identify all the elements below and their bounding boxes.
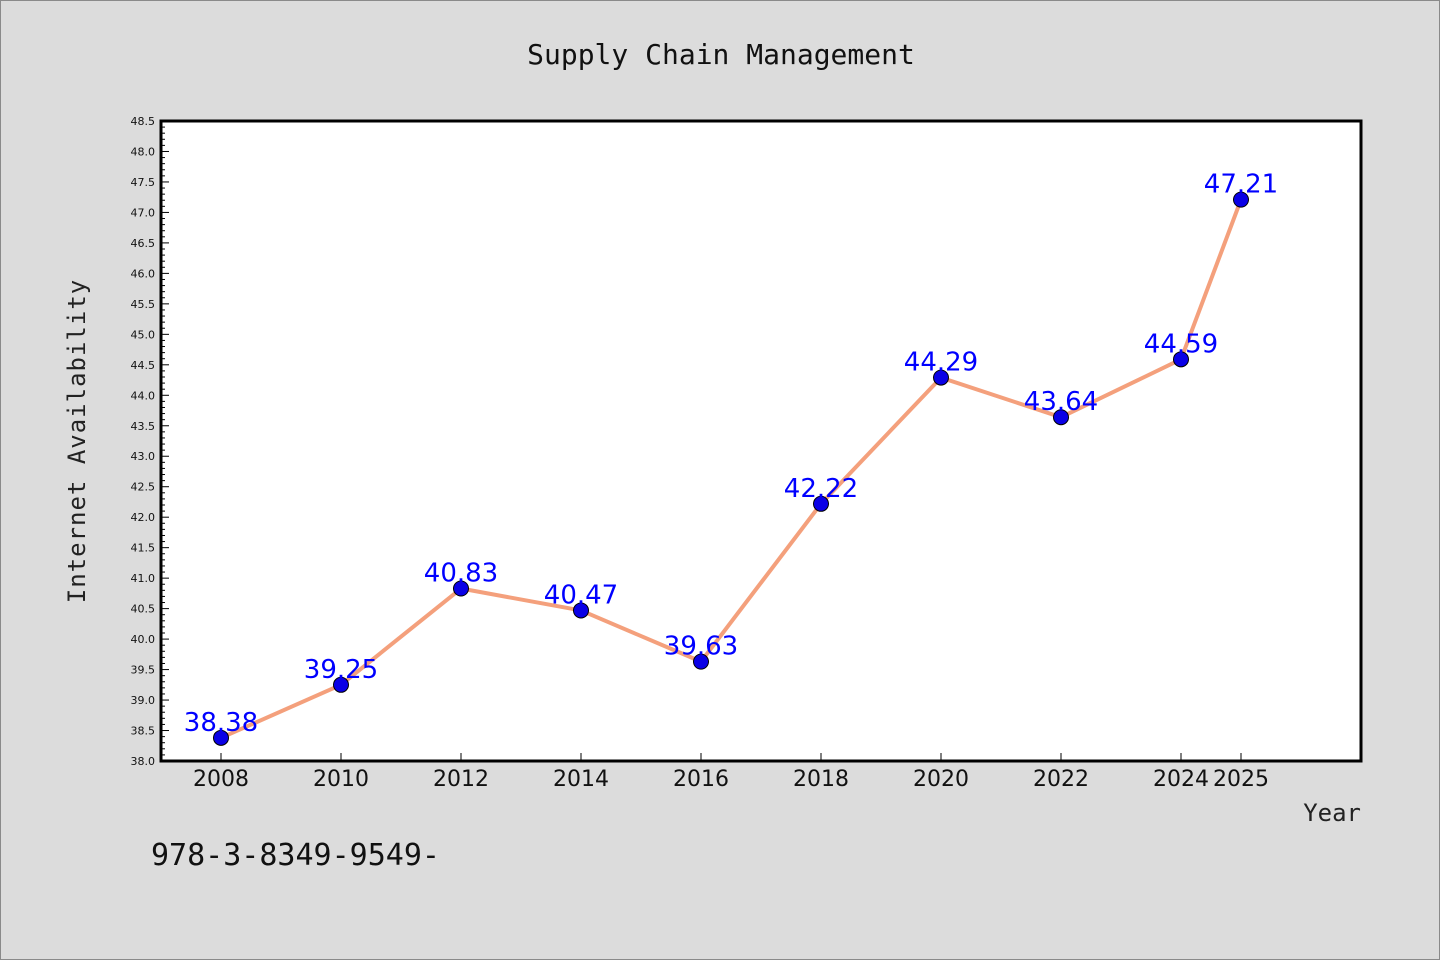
y-tick-label: 39.5 <box>131 664 156 677</box>
data-label: 42.22 <box>784 474 858 504</box>
plot-area <box>159 119 1363 763</box>
data-label: 44.29 <box>904 348 978 378</box>
x-tick-label: 2010 <box>313 767 369 792</box>
data-label: 38.38 <box>184 708 258 738</box>
y-tick-label: 43.5 <box>131 420 156 433</box>
x-tick-label: 2025 <box>1213 767 1269 792</box>
y-axis-ticks: 38.0 38.5 39.0 39.5 40.0 40.5 41.0 41.5 42.0 42.5… <box>131 115 169 768</box>
data-point-marker <box>933 369 949 386</box>
data-point-marker <box>453 580 469 597</box>
x-axis-ticks: 2008 2010 2012 2014 2016 2018 2020 2022 2024 2025 <box>193 753 1269 792</box>
data-point-marker <box>1173 351 1189 368</box>
y-tick-label: 48.0 <box>131 145 156 158</box>
y-tick-label: 38.0 <box>131 755 156 768</box>
y-tick-label: 42.0 <box>131 511 156 524</box>
x-tick-label: 2014 <box>553 767 609 792</box>
data-label: 47.21 <box>1204 170 1278 200</box>
y-tick-label: 41.5 <box>131 542 156 555</box>
y-tick-label: 46.5 <box>131 237 156 250</box>
y-tick-label: 38.5 <box>131 725 156 738</box>
series-line <box>219 197 1243 740</box>
data-label: 44.59 <box>1144 329 1218 359</box>
y-tick-label: 44.0 <box>131 389 156 402</box>
data-label: 43.64 <box>1024 387 1098 417</box>
x-tick-label: 2020 <box>913 767 969 792</box>
data-label-layer: 38.38 39.25 40.83 40.47 39.63 42.22 44.29 43.64… <box>184 170 1278 738</box>
chart-title: Supply Chain Management <box>527 38 915 71</box>
data-label: 39.63 <box>664 632 738 662</box>
data-label: 39.25 <box>304 655 378 685</box>
y-tick-label: 39.0 <box>131 694 156 707</box>
x-axis-label: Year <box>1303 799 1361 827</box>
data-label: 40.83 <box>424 559 498 589</box>
data-label: 40.47 <box>544 580 618 610</box>
data-point-marker <box>1053 409 1069 426</box>
y-tick-label: 40.5 <box>131 603 156 616</box>
data-point-marker <box>573 602 589 619</box>
data-point-marker <box>213 729 229 746</box>
y-tick-label: 45.5 <box>131 298 156 311</box>
y-tick-label: 44.5 <box>131 359 156 372</box>
x-tick-label: 2024 <box>1153 767 1209 792</box>
x-tick-label: 2016 <box>673 767 729 792</box>
y-tick-label: 40.0 <box>131 633 156 646</box>
x-tick-label: 2008 <box>193 767 249 792</box>
y-tick-label: 42.5 <box>131 481 156 494</box>
data-point-marker <box>333 676 349 693</box>
y-tick-label: 47.5 <box>131 176 156 189</box>
footer-code: 978-3-8349-9549- <box>151 838 440 873</box>
y-tick-label: 48.5 <box>131 115 156 128</box>
x-tick-label: 2018 <box>793 767 849 792</box>
data-point-marker <box>1233 191 1249 208</box>
y-tick-label: 46.0 <box>131 267 156 280</box>
x-tick-label: 2012 <box>433 767 489 792</box>
x-tick-label: 2022 <box>1033 767 1089 792</box>
y-tick-label: 43.0 <box>131 450 156 463</box>
y-tick-label: 47.0 <box>131 206 156 219</box>
data-point-marker <box>693 653 709 670</box>
y-tick-label: 45.0 <box>131 328 156 341</box>
y-axis-label: Internet Availability <box>63 279 91 603</box>
y-tick-label: 41.0 <box>131 572 156 585</box>
series-layer <box>213 191 1249 746</box>
data-point-marker <box>813 495 829 512</box>
